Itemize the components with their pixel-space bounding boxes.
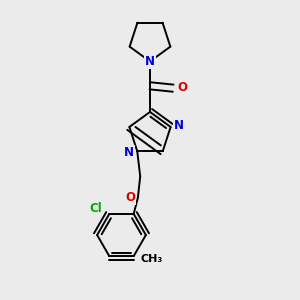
Text: N: N bbox=[174, 119, 184, 132]
Text: O: O bbox=[125, 191, 135, 204]
Text: O: O bbox=[177, 81, 187, 94]
Text: Cl: Cl bbox=[90, 202, 102, 215]
Text: N: N bbox=[145, 55, 155, 68]
Text: N: N bbox=[124, 146, 134, 159]
Text: CH₃: CH₃ bbox=[141, 254, 163, 263]
